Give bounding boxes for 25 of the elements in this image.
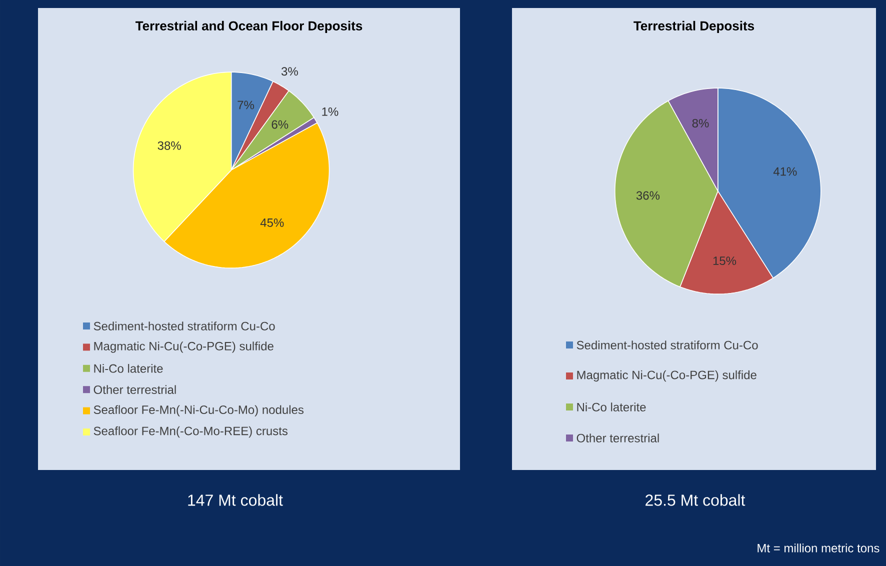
data-label: 38%	[158, 141, 181, 150]
chart-title: Terrestrial Deposits	[634, 20, 754, 34]
data-label: 7%	[238, 100, 254, 110]
legend-label: Other terrestrial	[94, 385, 176, 394]
data-label: 15%	[713, 256, 736, 266]
text: 25.5 Mt cobalt	[646, 494, 746, 506]
chart-title: Terrestrial and Ocean Floor Deposits	[135, 20, 362, 34]
legend-label: Seafloor Fe-Mn(-Ni-Cu-Co-Mo) nodules	[94, 405, 304, 416]
data-label: 41%	[773, 167, 797, 176]
legend-label: Sediment-hosted stratiform Cu-Co	[94, 322, 275, 330]
data-label: 1%	[322, 107, 338, 116]
legend-label: Seafloor Fe-Mn(-Co-Mo-REE) crusts	[94, 426, 288, 438]
data-label: 8%	[692, 118, 709, 128]
legend-label: Ni-Co laterite	[94, 364, 163, 373]
legend-label: Magmatic Ni-Cu(-Co-PGE) sulfide	[94, 342, 274, 353]
legend-label: Other terrestrial	[576, 434, 659, 442]
text: Mt = million metric tons	[758, 544, 880, 552]
text: 147 Mt cobalt	[188, 494, 283, 506]
legend-label: Magmatic Ni-Cu(-Co-PGE) sulfide	[577, 370, 756, 382]
data-label: 3%	[281, 67, 298, 76]
data-label: 36%	[636, 191, 660, 200]
data-label: 6%	[272, 120, 288, 129]
legend-label: Ni-Co laterite	[577, 402, 646, 412]
legend-label: Sediment-hosted stratiform Cu-Co	[576, 340, 758, 350]
data-label: 45%	[260, 218, 284, 227]
